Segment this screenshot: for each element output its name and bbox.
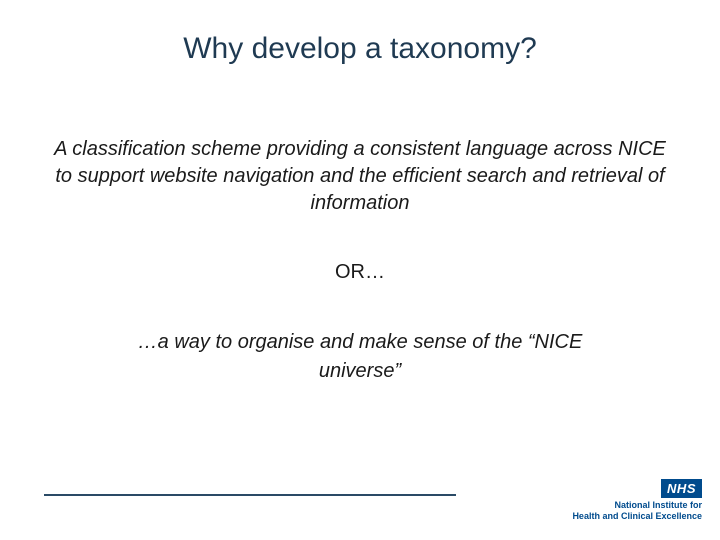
slide-or-text: OR… — [0, 261, 720, 284]
nhs-logo-line2: Health and Clinical Excellence — [572, 511, 702, 522]
nhs-badge: NHS — [661, 479, 702, 498]
slide-title: Why develop a taxonomy? — [0, 32, 720, 66]
slide-body-text: A classification scheme providing a cons… — [0, 136, 720, 217]
nhs-logo-text: National Institute for Health and Clinic… — [572, 500, 702, 522]
slide: Why develop a taxonomy? A classification… — [0, 0, 720, 540]
nhs-logo: NHS National Institute for Health and Cl… — [572, 479, 702, 522]
slide-alt-text: …a way to organise and make sense of the… — [0, 328, 720, 386]
footer-divider — [44, 494, 456, 496]
nhs-logo-line1: National Institute for — [572, 500, 702, 511]
